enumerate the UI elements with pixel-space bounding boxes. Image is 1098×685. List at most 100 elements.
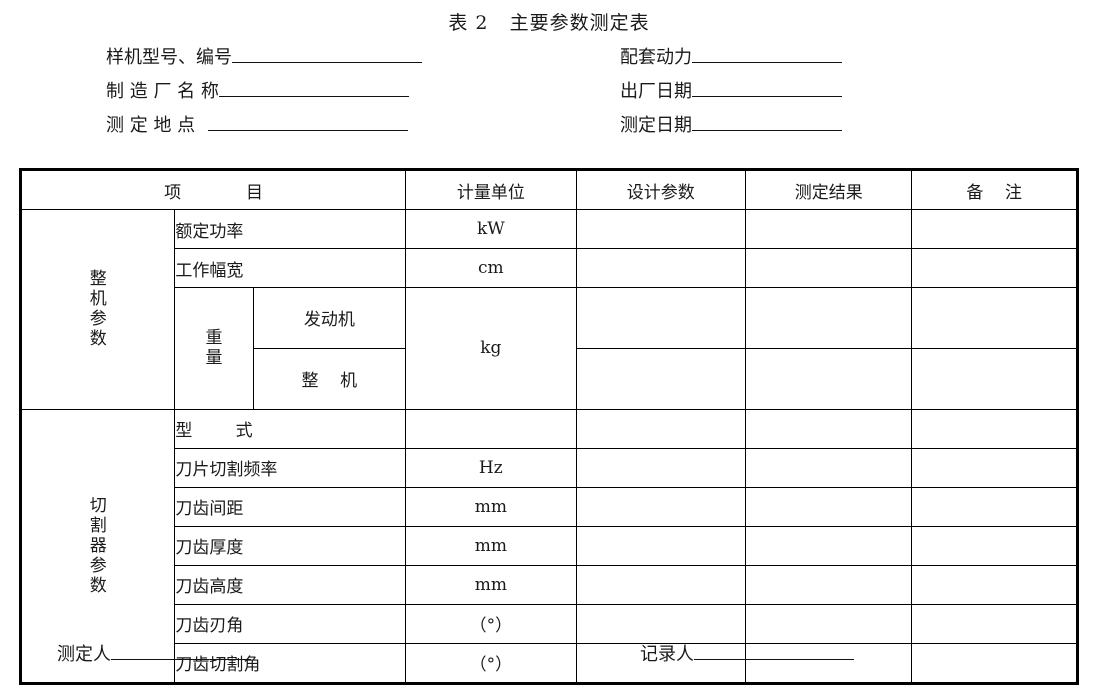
- footer-rule-recorder[interactable]: [694, 641, 854, 660]
- remark-rated-power[interactable]: [911, 209, 1078, 249]
- parameter-table-container: 项 目 计量单位 设计参数 测定结果 备 注 整 机 参 数 额定功率 kW 工…: [19, 168, 1079, 685]
- measured-result-type[interactable]: [745, 408, 913, 449]
- remark-tooth-height[interactable]: [911, 564, 1078, 605]
- header-form: 样机型号、编号 制 造 厂 名 称 测 定 地 点 配套动力 出厂日期 测定日期: [0, 43, 1098, 151]
- table-row: 刀齿间距 mm: [21, 486, 1078, 527]
- design-param-engine-weight[interactable]: [575, 287, 747, 349]
- item-label-weight: 重 量: [174, 287, 254, 410]
- form-label-test-location: 测 定 地 点: [106, 115, 196, 136]
- table-row: 整 机: [21, 347, 1078, 410]
- form-rule-model-number[interactable]: [232, 44, 422, 63]
- design-param-whole-machine-weight[interactable]: [575, 347, 747, 410]
- form-field-model-number: 样机型号、编号: [106, 43, 422, 69]
- measured-result-rated-power[interactable]: [745, 209, 913, 249]
- table-row: 刀齿高度 mm: [21, 564, 1078, 605]
- remark-whole-machine-weight[interactable]: [911, 347, 1078, 410]
- measured-result-working-width[interactable]: [745, 248, 913, 288]
- item-label-rated-power: 额定功率: [174, 209, 407, 249]
- table-header-row: 项 目 计量单位 设计参数 测定结果 备 注: [19, 169, 1078, 210]
- item-label-tooth-edge-angle: 刀齿刃角: [174, 603, 407, 644]
- column-header-item: 项 目: [19, 169, 407, 210]
- form-label-matching-power: 配套动力: [620, 47, 692, 68]
- design-param-tooth-edge-angle[interactable]: [575, 603, 747, 644]
- remark-tooth-edge-angle[interactable]: [911, 603, 1078, 644]
- form-field-matching-power: 配套动力: [620, 43, 842, 69]
- remark-tooth-spacing[interactable]: [911, 486, 1078, 527]
- item-label-tooth-spacing: 刀齿间距: [174, 486, 407, 527]
- unit-tooth-spacing: mm: [405, 486, 577, 527]
- form-rule-test-location[interactable]: [208, 112, 409, 131]
- measured-result-blade-cutting-frequency[interactable]: [745, 447, 913, 488]
- item-label-working-width: 工作幅宽: [174, 248, 407, 288]
- weight-char: 量: [205, 348, 223, 369]
- weight-char: 重: [205, 328, 223, 348]
- item-label-tooth-thickness: 刀齿厚度: [174, 525, 407, 566]
- remark-type[interactable]: [911, 408, 1078, 449]
- item-label-tooth-height: 刀齿高度: [174, 564, 407, 605]
- item-label-whole-machine-weight: 整 机: [252, 347, 407, 410]
- group-char: 数: [89, 329, 107, 350]
- form-field-test-date: 测定日期: [620, 111, 842, 137]
- form-field-manufacturer: 制 造 厂 名 称: [106, 77, 409, 103]
- measured-result-tooth-spacing[interactable]: [745, 486, 913, 527]
- unit-working-width: cm: [405, 248, 577, 288]
- remark-working-width[interactable]: [911, 248, 1078, 288]
- form-rule-test-date[interactable]: [692, 112, 842, 131]
- group-char: 参: [89, 555, 107, 576]
- unit-weight: kg: [405, 287, 577, 410]
- item-label-engine: 发动机: [252, 287, 407, 349]
- measured-result-tooth-thickness[interactable]: [745, 525, 913, 566]
- footer-label-recorder: 记录人: [640, 644, 694, 665]
- unit-type: [405, 408, 577, 449]
- design-param-type[interactable]: [575, 408, 747, 449]
- table-row: 工作幅宽 cm: [21, 248, 1078, 288]
- form-rule-matching-power[interactable]: [692, 44, 842, 63]
- form-label-test-date: 测定日期: [620, 115, 692, 136]
- group-char: 机: [89, 289, 107, 310]
- form-label-manufacturer: 制 造 厂 名 称: [106, 81, 219, 102]
- measured-result-whole-machine-weight[interactable]: [745, 347, 913, 410]
- form-label-model-number: 样机型号、编号: [106, 47, 232, 68]
- form-rule-production-date[interactable]: [692, 78, 842, 97]
- table-row: 整 机 参 数 额定功率 kW: [19, 209, 1078, 410]
- measured-result-tooth-edge-angle[interactable]: [745, 603, 913, 644]
- page-title: 表 2 主要参数测定表: [448, 12, 650, 34]
- form-label-production-date: 出厂日期: [620, 81, 692, 102]
- table-row: 刀齿刃角 （°）: [21, 603, 1078, 644]
- unit-tooth-thickness: mm: [405, 525, 577, 566]
- design-param-tooth-height[interactable]: [575, 564, 747, 605]
- unit-tooth-edge-angle: （°）: [405, 603, 577, 644]
- table-row: 切 割 器 参 数 型 式: [19, 408, 1078, 684]
- group-char: 数: [89, 575, 107, 596]
- unit-tooth-height: mm: [405, 564, 577, 605]
- form-field-test-location: 测 定 地 点: [106, 111, 409, 137]
- footer-field-tester: 测定人: [57, 640, 251, 666]
- item-label-blade-cutting-frequency: 刀片切割频率: [174, 447, 407, 488]
- group-char: 器: [89, 535, 107, 556]
- design-param-tooth-spacing[interactable]: [575, 486, 747, 527]
- group-char: 割: [89, 515, 107, 536]
- form-rule-manufacturer[interactable]: [218, 78, 409, 97]
- column-header-design-param: 设计参数: [575, 169, 747, 210]
- table-row: 刀片切割频率 Hz: [21, 447, 1078, 488]
- remark-engine-weight[interactable]: [911, 287, 1078, 349]
- unit-blade-cutting-frequency: Hz: [405, 447, 577, 488]
- table-row: 刀齿厚度 mm: [21, 525, 1078, 566]
- footer-label-tester: 测定人: [57, 644, 111, 665]
- design-param-tooth-thickness[interactable]: [575, 525, 747, 566]
- measured-result-engine-weight[interactable]: [745, 287, 913, 349]
- group-char: 切: [89, 495, 107, 516]
- footer-signatures: 测定人 记录人: [0, 640, 1098, 670]
- parameter-table: 项 目 计量单位 设计参数 测定结果 备 注 整 机 参 数 额定功率 kW 工…: [19, 168, 1079, 685]
- column-header-unit: 计量单位: [405, 169, 577, 210]
- column-header-remark: 备 注: [911, 169, 1078, 210]
- footer-rule-tester[interactable]: [111, 641, 251, 660]
- design-param-working-width[interactable]: [575, 248, 747, 288]
- design-param-blade-cutting-frequency[interactable]: [575, 447, 747, 488]
- column-header-measured-result: 测定结果: [745, 169, 913, 210]
- group-char: 整: [89, 269, 107, 290]
- remark-tooth-thickness[interactable]: [911, 525, 1078, 566]
- remark-blade-cutting-frequency[interactable]: [911, 447, 1078, 488]
- design-param-rated-power[interactable]: [575, 209, 747, 249]
- measured-result-tooth-height[interactable]: [745, 564, 913, 605]
